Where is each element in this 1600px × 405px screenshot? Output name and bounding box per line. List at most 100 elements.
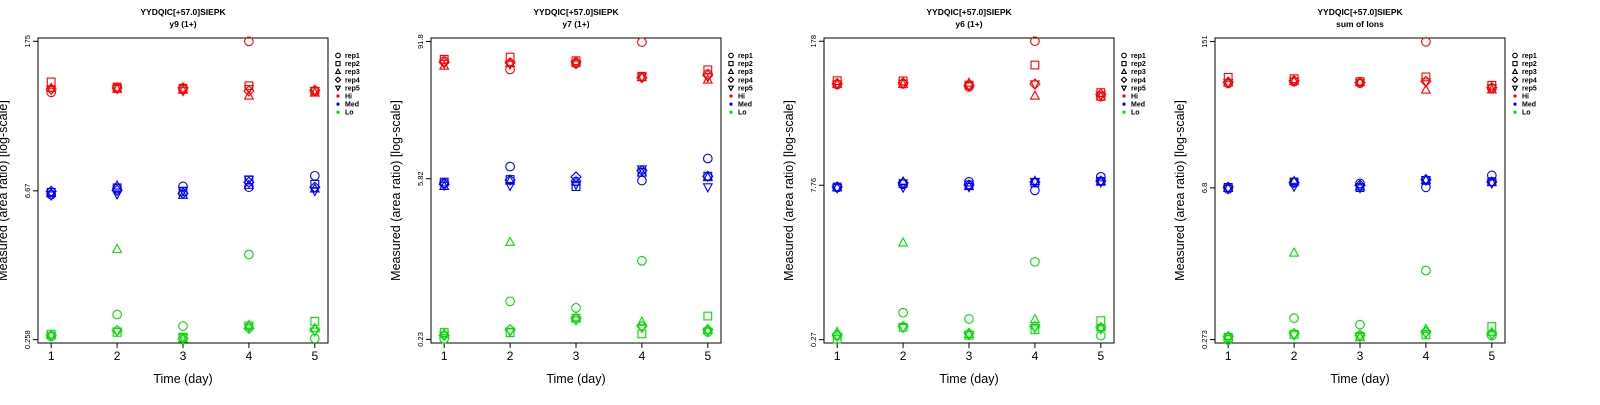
legend-label-hi: Hi [1131, 94, 1138, 101]
data-point-hi-rep5 [570, 60, 582, 70]
legend-marker-rep4 [1120, 76, 1128, 84]
legend-label-rep3: rep3 [738, 69, 753, 76]
legend-label-rep3: rep3 [1522, 69, 1537, 76]
x-tick-label: 2 [900, 349, 907, 363]
data-point-hi-rep3 [570, 56, 582, 67]
legend-label-rep1: rep1 [1131, 53, 1146, 60]
legend-label-rep2: rep2 [738, 61, 753, 68]
legend-marker-rep2 [335, 60, 341, 67]
data-point-hi-rep2 [1030, 60, 1040, 70]
data-point-med-rep4 [897, 177, 909, 189]
data-point-lo-rep5 [1222, 334, 1234, 345]
x-axis-label: Time (day) [153, 372, 212, 386]
data-point-med-rep5 [1420, 176, 1432, 187]
legend-label-med: Med [345, 102, 359, 109]
chart-subtitle: y9 (1+) [169, 19, 196, 29]
y-tick-label: 5.82 [416, 171, 425, 186]
data-point-hi-rep3 [504, 57, 516, 67]
data-point-lo-rep5 [1095, 325, 1107, 335]
legend-label-rep4: rep4 [345, 77, 360, 84]
data-point-hi-rep3 [1222, 76, 1234, 87]
legend-marker-rep3 [1511, 68, 1519, 74]
data-point-med-rep4 [1288, 176, 1300, 189]
data-point-lo-rep5 [636, 324, 648, 334]
data-point-med-rep4 [45, 185, 57, 197]
data-point-lo-rep1 [571, 302, 581, 313]
data-point-lo-rep5 [831, 332, 843, 343]
legend-marker-hi [1122, 94, 1126, 98]
legend-label-hi: Hi [345, 94, 352, 101]
data-point-med-rep4 [243, 176, 255, 188]
legend-label-rep4: rep4 [1131, 77, 1146, 84]
legend-label-rep5: rep5 [738, 85, 753, 92]
data-point-med-rep4 [177, 187, 189, 200]
data-point-hi-rep1 [244, 36, 254, 47]
legend-marker-lo [336, 110, 340, 114]
data-point-med-rep5 [702, 183, 714, 193]
data-point-hi-rep1 [637, 37, 647, 47]
legend-marker-rep3 [1120, 68, 1128, 74]
data-point-hi-rep3 [1288, 75, 1300, 85]
legend-label-rep4: rep4 [1522, 77, 1537, 84]
data-point-lo-rep5 [309, 327, 321, 338]
y-tick-label: 0.27 [809, 332, 818, 347]
legend-marker-rep1 [1121, 52, 1127, 59]
chart-panel-1: YYDQIC[+57.0]SIEPK y9 (1+) 1 2 3 4 5 Time (day)… [0, 7, 360, 386]
x-tick-label: 3 [966, 349, 973, 363]
x-tick-label: 5 [1488, 349, 1495, 363]
data-point-med-rep3 [504, 174, 516, 185]
x-tick-label: 5 [311, 349, 318, 363]
y-tick-label: 0.273 [1200, 330, 1209, 349]
x-tick-label: 3 [573, 349, 580, 363]
chart-subtitle: y7 (1+) [562, 19, 589, 29]
x-tick-label: 1 [834, 349, 841, 363]
x-tick-label: 1 [48, 349, 55, 363]
data-point-lo-rep1 [637, 255, 647, 266]
legend-marker-rep1 [728, 52, 734, 59]
data-point-lo-rep2 [1487, 322, 1497, 331]
data-point-lo-rep3 [897, 236, 909, 247]
x-axis-label: Time (day) [1330, 372, 1389, 386]
x-tick-label: 1 [1225, 349, 1232, 363]
x-tick-label: 3 [1357, 349, 1364, 363]
legend-marker-rep3 [334, 68, 342, 74]
x-tick-label: 5 [704, 349, 711, 363]
data-point-med-rep1 [244, 182, 254, 193]
data-point-lo-rep2 [637, 329, 647, 339]
data-point-lo-rep2 [244, 321, 254, 331]
legend-label-lo: Lo [738, 110, 747, 117]
data-point-lo-rep5 [1486, 331, 1498, 342]
data-point-hi-rep3 [702, 73, 714, 84]
x-tick-label: 5 [1097, 349, 1104, 363]
legend-label-rep4: rep4 [738, 77, 753, 84]
data-point-hi-rep5 [1420, 78, 1432, 88]
data-point-hi-rep5 [1288, 77, 1300, 88]
legend-label-lo: Lo [345, 110, 354, 117]
data-point-lo-rep1 [898, 307, 908, 318]
legend-label-med: Med [738, 102, 752, 109]
data-point-hi-rep5 [1354, 79, 1366, 89]
data-point-hi-rep5 [831, 80, 843, 91]
legend-label-med: Med [1131, 102, 1145, 109]
data-point-hi-rep3 [636, 71, 648, 82]
y-tick-label: 6.67 [23, 184, 32, 199]
data-point-med-rep5 [963, 183, 975, 193]
data-point-lo-rep1 [112, 309, 122, 320]
data-point-lo-rep5 [1354, 332, 1366, 343]
legend-marker-rep1 [335, 52, 341, 59]
legend-marker-rep2 [1512, 60, 1518, 67]
data-point-hi-rep2 [439, 54, 449, 64]
x-tick-label: 3 [180, 349, 187, 363]
data-point-med-rep5 [438, 181, 450, 192]
data-point-hi-rep5 [1095, 91, 1107, 102]
y-tick-label: 175 [23, 35, 32, 48]
data-point-lo-rep1 [505, 296, 515, 307]
data-point-hi-rep3 [831, 78, 843, 88]
data-point-hi-rep2 [1421, 72, 1431, 82]
y-tick-label: 91.8 [416, 34, 425, 49]
data-point-lo-rep1 [178, 321, 188, 331]
data-point-lo-rep3 [1420, 323, 1432, 333]
